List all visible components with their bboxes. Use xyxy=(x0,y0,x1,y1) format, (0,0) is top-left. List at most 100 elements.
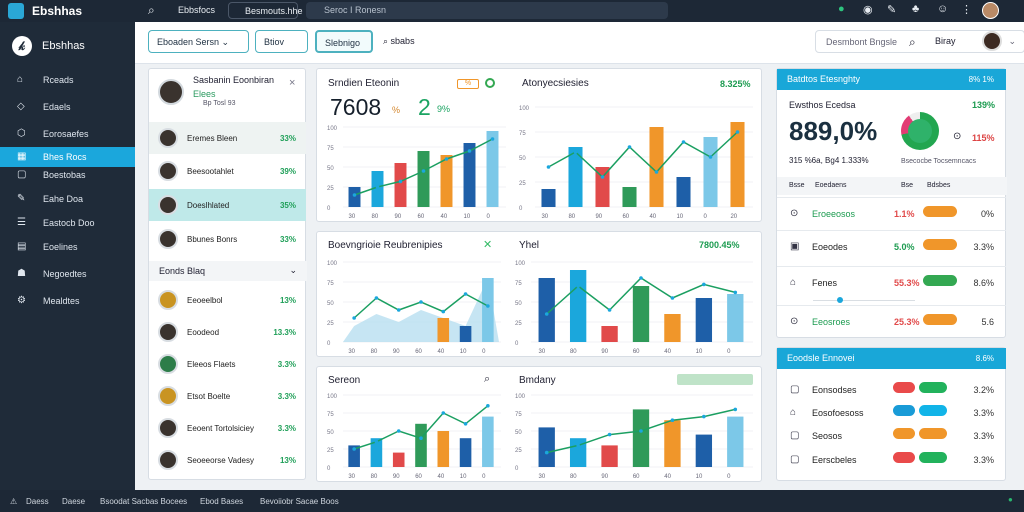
sidebar-item[interactable]: ▤ Eoelines xyxy=(17,241,78,252)
top-avatar[interactable] xyxy=(982,2,999,19)
table-row[interactable]: ⊙ Eroeeosos 1.1% 0% xyxy=(777,197,1006,228)
info-icon[interactable]: ◉ xyxy=(863,4,873,16)
list-item[interactable]: Eeoent Tortolsiciey 3.3% xyxy=(149,412,306,444)
chart-bar xyxy=(676,177,691,207)
x-tick-label: 10 xyxy=(460,474,467,479)
y-tick-label: 100 xyxy=(515,394,526,400)
chart-bar xyxy=(348,187,361,207)
chart-bar xyxy=(437,431,450,467)
group-header[interactable]: Eonds Blaq ⌄ xyxy=(149,261,307,281)
y-tick-label: 75 xyxy=(515,412,522,418)
table-row[interactable]: ⌂ Eosofoesoss 3.3% xyxy=(790,405,994,418)
chart3-expand-icon[interactable]: ✕ xyxy=(483,239,493,251)
avatar xyxy=(158,290,178,310)
bottom-link[interactable]: Daese xyxy=(62,497,86,506)
x-tick-label: 40 xyxy=(664,474,671,479)
chart1-refresh-icon[interactable] xyxy=(485,78,495,88)
date-select[interactable]: Desmbont Bngsle ⌄ xyxy=(815,30,1024,53)
y-tick-label: 50 xyxy=(519,156,526,162)
chart4-pct: 7800.45% xyxy=(699,240,740,250)
active-tab-button[interactable]: Slebnigo xyxy=(315,30,373,53)
x-tick-label: 30 xyxy=(349,214,356,219)
x-tick-label: 80 xyxy=(570,349,577,354)
series-point xyxy=(708,155,713,159)
top-link[interactable]: Ebbsfocs xyxy=(178,5,216,15)
table-row[interactable]: ▢ Seosos 3.3% xyxy=(790,428,994,441)
chart3-title: Boevngrioie Reubrenipies xyxy=(328,240,443,251)
user-name[interactable]: Biray xyxy=(935,36,956,46)
sidebar-item[interactable]: ▢ Boestobas xyxy=(17,169,86,180)
avatar xyxy=(158,450,178,470)
list-item[interactable]: Eeoeelbol 13% xyxy=(149,284,306,316)
bottom-link[interactable]: Bsoodat Sacbas Bocees xyxy=(100,497,188,506)
bottom-link[interactable]: Bevoiiobr Sacae Boos xyxy=(260,497,339,506)
list-item[interactable]: Eoodeod 13.3% xyxy=(149,316,306,348)
status-pill xyxy=(893,428,915,439)
list-item[interactable]: Eleeos Flaets 3.3% xyxy=(149,348,306,380)
chart1-tag[interactable]: % xyxy=(457,79,479,89)
search-icon[interactable]: ⌕ xyxy=(909,35,916,49)
list-item-selected[interactable]: Doeslhlated 35% xyxy=(149,189,306,221)
y-tick-label: 75 xyxy=(327,412,334,418)
sidebar-item[interactable]: ☰ Eastocb Doo xyxy=(17,217,95,228)
lower-panel: Eoodsle Ennovei 8.6% ▢ Eonsodses 3.2% ⌂ Eoso… xyxy=(776,347,1006,481)
sidebar-item[interactable]: ⌂ Rceads xyxy=(17,74,74,85)
x-tick-label: 0 xyxy=(487,214,491,219)
chart-bar xyxy=(730,122,745,207)
avatar xyxy=(158,322,178,342)
top-pill-button[interactable]: Besmouts.hhe xyxy=(228,2,303,19)
chart-bar xyxy=(482,416,494,467)
table-row[interactable]: ⊙ Eeosroes 25.3% 5.6 xyxy=(777,305,1006,336)
header-avatar[interactable] xyxy=(982,31,1002,51)
bottom-link[interactable]: Ebod Bases xyxy=(200,497,244,506)
series-point xyxy=(421,169,426,173)
list-item[interactable]: Beesootahlet 39% xyxy=(149,155,306,187)
y-tick-label: 75 xyxy=(515,281,522,287)
chart4-title: Yhel xyxy=(519,240,540,251)
series-point xyxy=(544,450,549,455)
search-tab[interactable]: ⌕ sbabs xyxy=(383,36,415,46)
chart5-title: Sereon xyxy=(328,375,361,386)
chart6-filter[interactable] xyxy=(677,374,753,385)
x-tick-label: 30 xyxy=(348,474,355,479)
y-tick-label: 0 xyxy=(515,466,519,472)
close-icon[interactable]: × xyxy=(289,77,296,89)
sidebar-title: Ebshhas xyxy=(42,40,85,52)
table-row[interactable]: ⌂ Fenes 55.3% 8.6% xyxy=(777,266,1006,297)
list-item[interactable]: Etsot Boelte 3.3% xyxy=(149,380,306,412)
sidebar-item[interactable]: ◇ Edaels xyxy=(17,101,71,112)
view-button[interactable]: Btiov xyxy=(255,30,308,53)
x-tick-label: 30 xyxy=(539,349,546,354)
menu-icon[interactable]: ⋮ xyxy=(961,4,972,16)
status-icon[interactable]: ● xyxy=(838,3,845,15)
top-search-input[interactable]: Seroc I Ronesn xyxy=(306,2,668,19)
series-point xyxy=(444,157,449,161)
filter-button[interactable]: Eboaden Sersn ⌄ xyxy=(148,30,249,53)
series-point xyxy=(735,130,740,134)
sidebar-item[interactable]: ⚙ Mealdtes xyxy=(17,295,80,306)
bottom-link[interactable]: Daess xyxy=(26,497,49,506)
list-item[interactable]: Seoeeorse Vadesy 13% xyxy=(149,444,306,476)
sidebar-item[interactable]: ☗ Negoedtes xyxy=(17,268,87,279)
stats-value1: 139% xyxy=(972,100,996,110)
sidebar-item-active[interactable]: ▦ Bhes Rocs xyxy=(0,147,135,167)
table-row[interactable]: ▢ Eerscbeles 3.3% xyxy=(790,452,994,465)
list-item[interactable]: Bbunes Bonrs 33% xyxy=(149,223,306,255)
chart-bar xyxy=(569,438,587,467)
status-pill xyxy=(919,382,947,393)
bell-icon[interactable]: ♣ xyxy=(912,3,920,15)
table-row[interactable]: ▣ Eoeodes 5.0% 3.3% xyxy=(777,230,1006,261)
sidebar-item[interactable]: ✎ Eahe Doa xyxy=(17,193,84,204)
table-row[interactable]: ▢ Eonsodses 3.2% xyxy=(790,382,994,395)
y-tick-label: 0 xyxy=(519,206,523,212)
pin-icon[interactable]: ✎ xyxy=(887,4,897,16)
list-item[interactable]: Eremes Bleen 33% xyxy=(149,122,306,154)
sidebar-item[interactable]: ⬡ Eorosaefes xyxy=(17,128,89,139)
user-icon[interactable]: ☺ xyxy=(937,3,949,15)
search-icon[interactable]: ⌕ xyxy=(484,373,491,385)
chart-bar xyxy=(649,127,664,207)
search-icon[interactable]: ⌕ xyxy=(148,3,155,17)
progress-thumb[interactable] xyxy=(837,297,843,303)
series-point xyxy=(463,422,468,426)
